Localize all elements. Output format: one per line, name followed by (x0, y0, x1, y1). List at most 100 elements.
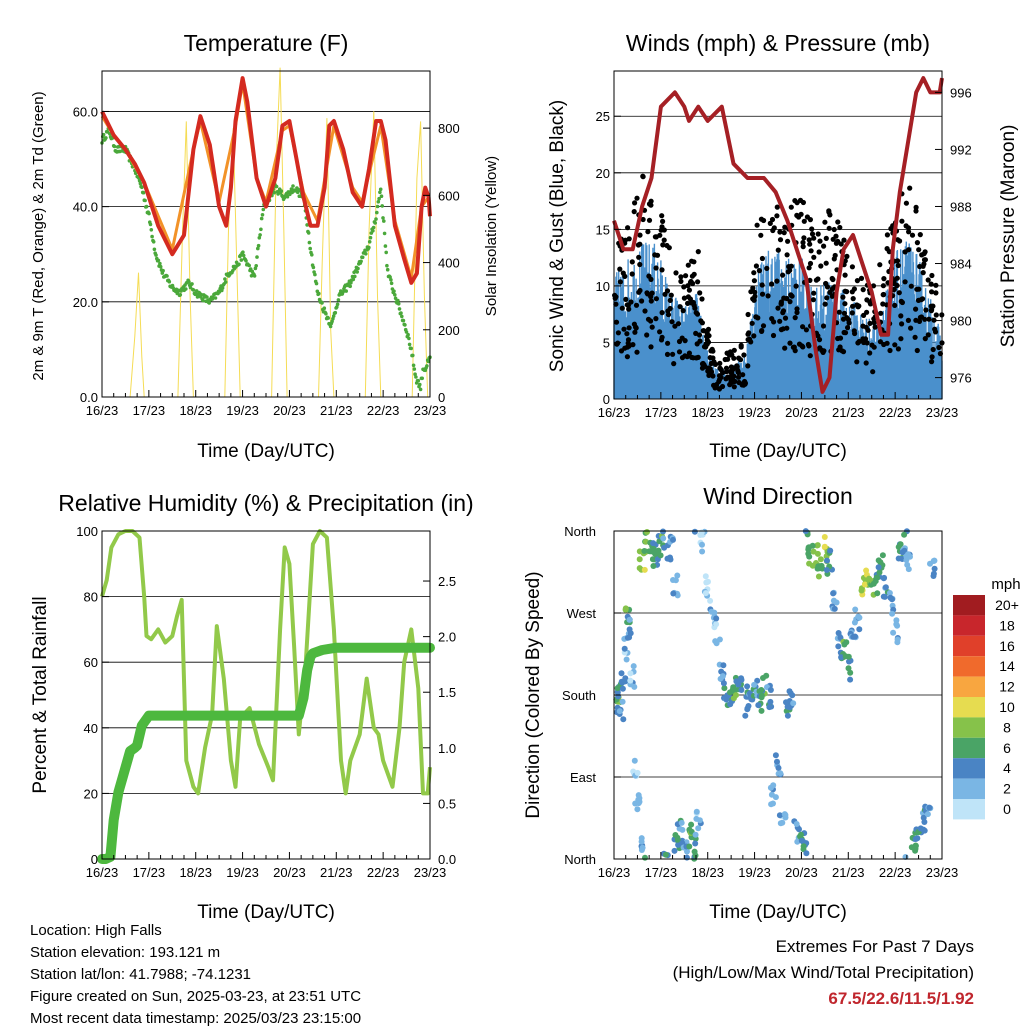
gust-point (695, 249, 701, 255)
direction-point (774, 758, 780, 765)
dewpoint-point (291, 184, 295, 188)
gust-point (625, 302, 632, 308)
direction-point (781, 811, 788, 818)
gust-point (929, 359, 935, 365)
dewpoint-point (255, 246, 260, 251)
gust-point (731, 347, 737, 353)
gust-point (677, 304, 683, 310)
gust-point (660, 242, 666, 248)
gust-point (640, 216, 646, 223)
dewpoint-point (375, 204, 380, 209)
direction-point (695, 825, 702, 832)
direction-point (755, 702, 762, 709)
gust-point (831, 226, 837, 233)
direction-point (886, 590, 893, 596)
dewpoint-point (322, 306, 327, 311)
dewpoint-point (353, 274, 357, 279)
gust-point (659, 224, 665, 230)
gust-point (664, 351, 671, 357)
dewpoint-point (368, 235, 373, 240)
elevation-text: Station elevation: 193.121 m (30, 944, 221, 961)
humidity-right-tick-label: 1.0 (438, 741, 456, 756)
gust-point (697, 338, 703, 344)
gust-point (807, 260, 814, 267)
gust-point (693, 310, 699, 316)
direction-point (763, 672, 770, 679)
gust-point (758, 216, 765, 222)
dewpoint-point (367, 240, 372, 244)
gust-point (905, 317, 912, 323)
gust-point (829, 275, 835, 282)
gust-point (769, 216, 776, 223)
gust-point (926, 316, 932, 322)
dewpoint-point (393, 293, 397, 297)
gust-point (850, 303, 856, 309)
temperature-x-tick-label: 23/23 (414, 403, 447, 418)
winds-left-tick-label: 5 (603, 335, 610, 350)
direction-point (630, 663, 637, 670)
dewpoint-point (190, 282, 194, 286)
dewpoint-point (331, 314, 336, 318)
gust-point (892, 342, 898, 348)
gust-point (915, 297, 922, 303)
gust-point (909, 232, 916, 238)
gust-point (759, 255, 766, 262)
humidity-x-tick-label: 16/23 (86, 865, 119, 880)
direction-point (674, 836, 681, 843)
gust-point (892, 302, 898, 308)
gust-point (787, 299, 793, 305)
direction-point (672, 832, 679, 838)
direction-point (662, 851, 669, 858)
gust-point (870, 283, 877, 289)
gust-point (898, 313, 904, 319)
humidity-left-tick-label: 40 (84, 721, 98, 736)
humidity-grid (102, 530, 430, 860)
direction-point (787, 690, 794, 697)
temperature-ylabel-right: Solar Insolation (Yellow) (483, 156, 500, 316)
direction-point (634, 806, 641, 813)
gust-point (824, 295, 830, 301)
gust-point (830, 236, 836, 242)
gust-point (693, 355, 700, 361)
dewpoint-point (348, 284, 353, 289)
gust-point (864, 309, 870, 315)
gust-point (806, 265, 812, 271)
gust-point (854, 359, 860, 365)
direction-point (846, 658, 852, 665)
gust-point (899, 218, 905, 224)
direction-point (776, 812, 783, 819)
temperature-x-tick-label: 19/23 (226, 403, 259, 418)
gust-point (880, 292, 886, 298)
dewpoint-point (178, 293, 183, 297)
gust-point (646, 201, 653, 207)
gust-point (782, 224, 788, 230)
gust-point (687, 296, 694, 302)
dewpoint-point (220, 286, 225, 290)
gust-point (624, 331, 630, 337)
gust-point (759, 328, 765, 334)
direction-point (684, 848, 690, 855)
gust-point (716, 386, 723, 392)
gust-point (880, 283, 887, 289)
direction-x-ticks: 16/23 17/23 18/23 19/23 20/23 21/23 22/23 23/23 (598, 852, 958, 880)
direction-point (742, 712, 749, 719)
dewpoint-point (138, 181, 143, 186)
direction-point (824, 557, 830, 564)
gust-point (809, 226, 815, 232)
gust-point (792, 198, 798, 204)
gust-point (775, 247, 781, 253)
gust-point (816, 249, 822, 255)
gust-point (840, 316, 847, 322)
temperature-right-tick-label: 600 (438, 188, 460, 203)
gust-point (753, 263, 760, 269)
direction-grid (614, 612, 942, 778)
gust-point (925, 332, 931, 338)
dewpoint-point (213, 296, 218, 300)
dewpoint-point (425, 364, 429, 368)
direction-point (920, 826, 927, 833)
legend-swatch (953, 656, 985, 677)
direction-point (905, 551, 912, 558)
temperature-right-tick-label: 400 (438, 256, 460, 271)
dewpoint-point (158, 264, 163, 269)
legend-label: 18 (999, 617, 1015, 633)
